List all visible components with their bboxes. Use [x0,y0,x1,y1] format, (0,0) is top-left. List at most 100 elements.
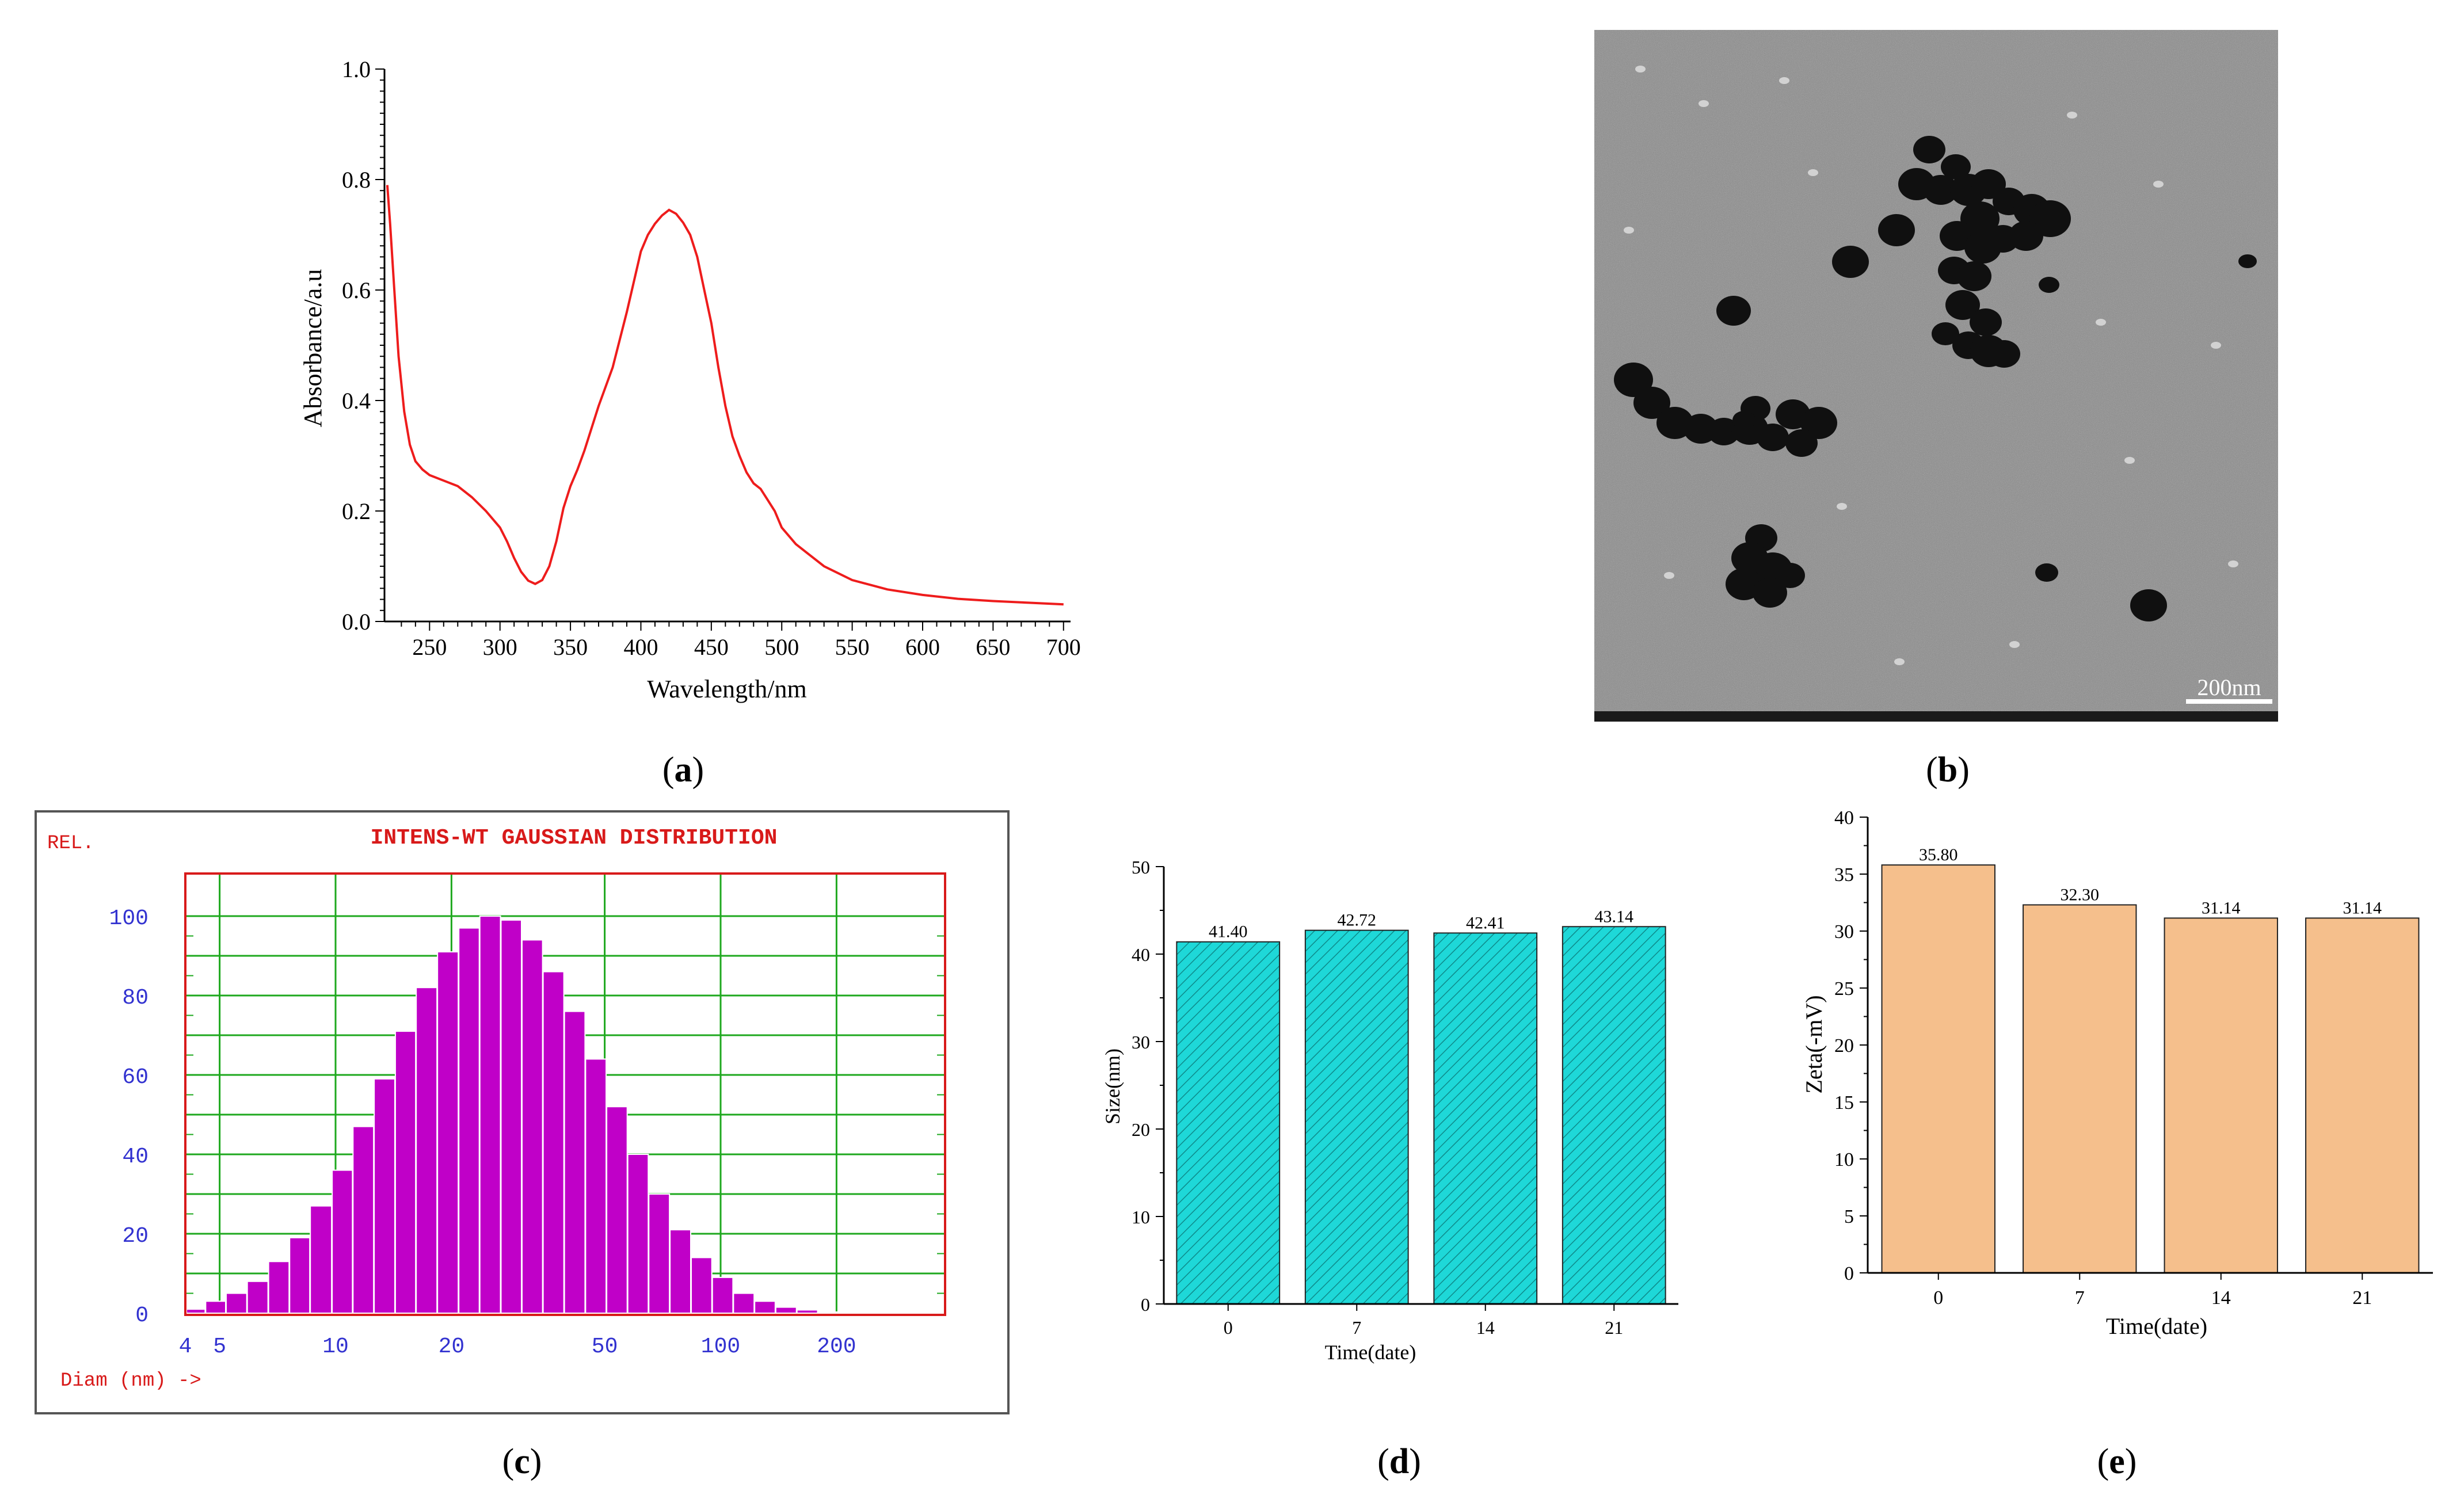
tem-scale-bar [2186,699,2272,704]
dls-y-tick-label: 0 [135,1303,148,1328]
dls-bar [754,1301,776,1314]
dls-bar [374,1078,395,1314]
dls-bar [796,1309,818,1314]
dls-x-tick-label: 200 [817,1334,856,1359]
zeta-y-tick-label: 15 [1834,1092,1854,1113]
background-speck [1624,227,1634,234]
y-tick-label: 1.0 [342,56,371,82]
dls-y-tick-label: 80 [122,986,148,1010]
zeta-y-axis-label: Zeta(-mV) [1801,995,1827,1093]
x-tick-label: 300 [483,634,517,660]
size-bar-value-label: 43.14 [1595,907,1634,926]
background-speck [1837,503,1847,510]
x-tick-label: 650 [976,634,1010,660]
tem-scale-bar-label: 200nm [2197,674,2261,700]
size-bar-value-label: 42.41 [1466,913,1505,932]
background-speck [1698,100,1709,107]
dls-y-tick-label: 40 [122,1145,148,1169]
tem-bottom-strip [1594,711,2278,722]
dls-x-tick-label: 50 [592,1334,618,1359]
dls-bars [185,916,882,1314]
y-tick-label: 0.8 [342,167,371,193]
x-tick-label: 250 [412,634,447,660]
nanoparticle-clusters [1614,66,2257,665]
background-speck [1808,169,1818,176]
zeta-x-tick-label: 21 [2352,1287,2372,1309]
dls-bar [521,939,543,1314]
size-bar [1562,926,1666,1305]
dls-bar [310,1205,333,1314]
nanoparticle [1757,424,1789,451]
zeta-y-tick-label: 0 [1844,1263,1854,1284]
dls-y-tick-label: 100 [109,906,148,931]
panel-label-d: (d) [1377,1442,1421,1481]
size-x-tick-label: 14 [1476,1317,1495,1338]
zeta-x-axis-label: Time(date) [2106,1313,2207,1339]
x-tick-label: 600 [905,634,940,660]
nanoparticle [1732,411,1755,429]
size-bar-value-label: 42.72 [1338,911,1377,930]
dls-bar [479,916,501,1314]
dls-bar [458,927,480,1314]
zeta-bar-value-label: 35.80 [1919,845,1958,864]
dls-corner-label: REL. [47,833,94,855]
dls-bar [394,1031,417,1314]
dls-x-tick-label: 4 [179,1334,192,1359]
background-speck [2228,560,2238,567]
uv-vis-spectrum-chart: 250 300 350 400 450 500 550 600 650 700 0.0 0.2 0.4 0… [299,56,1081,703]
zeta-y-tick-label: 30 [1834,921,1854,943]
size-x-tick-label: 21 [1605,1317,1623,1338]
dls-bar [416,987,438,1314]
nanoparticle [1775,563,1805,588]
dls-bar [246,1280,269,1314]
nanoparticle [1924,175,1958,205]
dls-bar [226,1292,247,1314]
zeta-bars: 35.80 32.30 31.14 31.14 [1881,845,2420,1274]
nanoparticle [2035,563,2058,582]
panel-label-b: (b) [1926,750,1970,790]
panel-label-c: (c) [502,1442,542,1481]
spectrum-x-axis-label: Wavelength/nm [647,675,807,703]
size-axes: 0 7 14 21 0 10 20 30 40 50 [1132,857,1678,1338]
size-y-tick-label: 50 [1132,857,1150,878]
zeta-bar-chart: 35.80 32.30 31.14 31.14 0 7 14 21 0 5 10 15 20 25 30 3… [1801,807,2433,1339]
dls-bar [669,1229,691,1314]
x-tick-label: 400 [623,634,658,660]
size-x-tick-label: 7 [1352,1317,1361,1338]
zeta-bar-value-label: 32.30 [2061,885,2100,904]
y-tick-label: 0.4 [342,388,371,414]
dls-x-axis-label: Diam (nm) -> [60,1370,201,1392]
zeta-bar [2164,917,2278,1273]
absorbance-series-line [386,185,1064,606]
dls-x-tick-label: 100 [701,1334,740,1359]
nanoparticle [1957,261,1991,291]
nanoparticle [1971,169,2006,199]
x-tick-label: 500 [764,634,799,660]
zeta-y-tick-label: 5 [1844,1206,1854,1227]
nanoparticle [1832,246,1869,278]
dls-bar [690,1257,713,1314]
nanoparticle [1753,578,1787,608]
zeta-y-tick-label: 20 [1834,1035,1854,1057]
nanoparticle [1614,363,1653,397]
dls-tick-labels: 0 20 40 60 80 100 4 5 10 20 50 100 200 [109,906,856,1359]
nanoparticle [1633,387,1670,419]
size-y-axis-label: Size(nm) [1101,1048,1124,1124]
size-x-tick-label: 0 [1224,1317,1233,1338]
dls-title: INTENS-WT GAUSSIAN DISTRIBUTION [371,826,778,851]
y-tick-label: 0.0 [342,609,371,635]
y-tick-label: 0.2 [342,498,371,524]
zeta-x-tick-label: 14 [2211,1287,2231,1309]
nanoparticle [2238,254,2257,268]
x-tick-label: 700 [1046,634,1081,660]
zeta-bar [2023,904,2137,1273]
dls-bar [289,1237,311,1314]
dls-bar [733,1292,755,1314]
nanoparticle [1970,308,2002,336]
size-bar-value-label: 41.40 [1209,922,1248,941]
background-speck [1664,572,1674,579]
dls-bar [542,971,565,1314]
zeta-y-tick-label: 25 [1834,978,1854,1000]
nanoparticle [1945,290,1980,320]
